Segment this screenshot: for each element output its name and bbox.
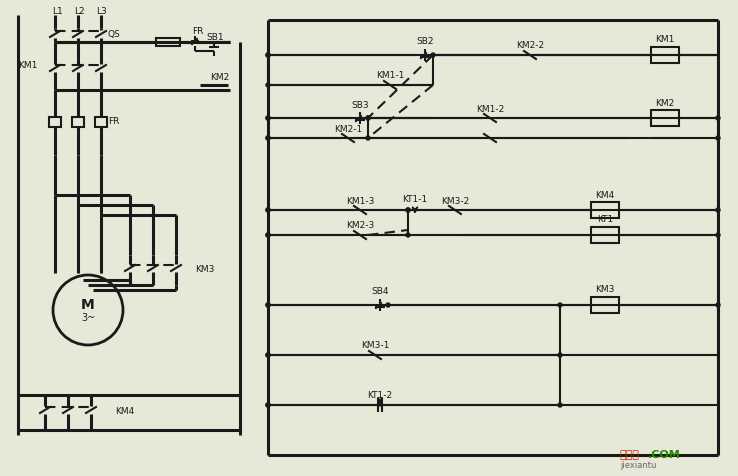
Text: KM3-2: KM3-2 [441,197,469,206]
Text: KM3: KM3 [596,286,615,295]
Text: KM3-1: KM3-1 [361,341,389,350]
Circle shape [558,303,562,307]
Text: .COM: .COM [648,450,680,460]
Circle shape [406,208,410,212]
Circle shape [366,136,370,140]
Text: KM1: KM1 [655,36,675,44]
Text: KT1: KT1 [597,216,613,225]
Text: KM1-1: KM1-1 [376,71,404,80]
Circle shape [266,303,270,307]
Text: SB3: SB3 [351,100,369,109]
Text: KM2-2: KM2-2 [516,41,544,50]
Bar [591,202,619,218]
Circle shape [386,303,390,307]
Bar [591,297,619,313]
Circle shape [558,403,562,407]
Text: L2: L2 [74,8,85,17]
Text: KM1-3: KM1-3 [346,197,374,206]
Text: KT1-2: KT1-2 [368,390,393,399]
Text: KM3: KM3 [195,266,214,275]
Text: L1: L1 [52,8,63,17]
Circle shape [716,136,720,140]
Text: KM2: KM2 [655,99,675,108]
Circle shape [366,116,370,120]
Text: SB1: SB1 [206,33,224,42]
Circle shape [266,136,270,140]
Text: KM2: KM2 [210,73,230,82]
Circle shape [716,116,720,120]
Circle shape [266,353,270,357]
Circle shape [716,233,720,237]
Bar [49,117,61,127]
Text: jiexiantu: jiexiantu [620,460,656,469]
Text: FR: FR [108,118,120,127]
Text: KM1-2: KM1-2 [476,105,504,113]
Circle shape [266,353,270,357]
Text: KM4: KM4 [596,190,615,199]
Text: KM2-3: KM2-3 [346,221,374,230]
Text: M: M [81,298,95,312]
Circle shape [266,403,270,407]
Circle shape [266,116,270,120]
Circle shape [266,53,270,57]
Circle shape [266,136,270,140]
Text: SB2: SB2 [416,38,434,47]
Circle shape [266,233,270,237]
Circle shape [366,116,370,120]
Circle shape [266,53,270,57]
Text: L3: L3 [96,8,107,17]
Text: KT1-1: KT1-1 [402,196,427,205]
Bar [72,117,84,127]
Circle shape [266,233,270,237]
Bar [651,110,679,126]
Text: FR: FR [192,28,204,37]
Circle shape [558,353,562,357]
Circle shape [266,403,270,407]
Circle shape [431,53,435,57]
Circle shape [266,208,270,212]
Text: 3~: 3~ [81,313,95,323]
Text: 接线图: 接线图 [620,450,640,460]
Circle shape [716,303,720,307]
Circle shape [266,116,270,120]
Bar [95,117,107,127]
Text: KM2-1: KM2-1 [334,125,362,133]
Circle shape [406,233,410,237]
Text: SB4: SB4 [371,288,389,297]
Circle shape [716,208,720,212]
Circle shape [266,83,270,87]
Bar [591,227,619,243]
Bar [156,38,180,46]
Text: KM4: KM4 [115,407,134,416]
Text: QS: QS [108,30,121,40]
Bar [651,47,679,63]
Circle shape [406,208,410,212]
Circle shape [266,303,270,307]
Text: KM1: KM1 [18,61,38,70]
Circle shape [266,208,270,212]
